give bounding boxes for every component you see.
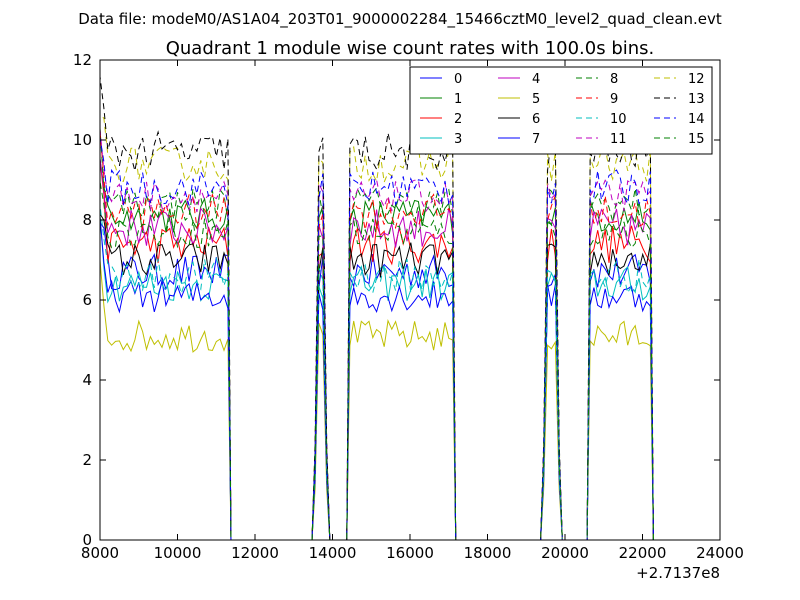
series-line-12 — [100, 113, 654, 540]
x-tick-label: 20000 — [541, 544, 589, 562]
legend-label-1: 1 — [454, 92, 462, 107]
legend-label-4: 4 — [532, 72, 540, 87]
x-tick-label: 16000 — [386, 544, 434, 562]
x-tick-label: 22000 — [619, 544, 667, 562]
legend-label-9: 9 — [610, 92, 618, 107]
series-line-8 — [100, 128, 654, 540]
y-tick-label: 12 — [73, 51, 92, 69]
series-line-14 — [100, 137, 654, 540]
legend-label-7: 7 — [532, 132, 540, 147]
x-tick-label: 10000 — [154, 544, 202, 562]
y-tick-label: 10 — [73, 131, 92, 149]
legend-label-15: 15 — [688, 132, 705, 147]
series-line-3 — [100, 214, 654, 540]
series-line-9 — [100, 130, 654, 540]
legend-label-10: 10 — [610, 112, 627, 127]
series-line-0 — [100, 221, 654, 540]
series-line-7 — [100, 217, 654, 540]
legend-label-2: 2 — [454, 112, 462, 127]
legend-label-6: 6 — [532, 112, 540, 127]
legend-label-8: 8 — [610, 72, 618, 87]
legend-label-11: 11 — [610, 132, 627, 147]
series-layer — [100, 76, 654, 540]
chart-suptitle: Data file: modeM0/AS1A04_203T01_90000022… — [78, 10, 722, 29]
x-axis: 8000 10000 12000 14000 16000 18000 20000 22000 2… — [81, 60, 744, 562]
series-line-1 — [100, 158, 654, 540]
legend-label-14: 14 — [688, 112, 705, 127]
y-tick-label: 6 — [82, 291, 92, 309]
x-axis-offset-label: +2.7137e8 — [636, 564, 720, 582]
series-line-10 — [100, 204, 654, 540]
x-tick-label: 18000 — [464, 544, 512, 562]
chart-title: Quadrant 1 module wise count rates with … — [166, 38, 655, 59]
y-tick-label: 2 — [82, 451, 92, 469]
legend-label-13: 13 — [688, 92, 705, 107]
y-tick-label: 8 — [82, 211, 92, 229]
legend-label-3: 3 — [454, 132, 462, 147]
x-tick-label: 8000 — [81, 544, 119, 562]
series-line-15 — [100, 181, 654, 540]
legend-label-0: 0 — [454, 72, 462, 87]
series-line-5 — [100, 260, 654, 540]
y-tick-label: 0 — [82, 531, 92, 549]
x-tick-label: 14000 — [309, 544, 357, 562]
y-tick-label: 4 — [82, 371, 92, 389]
series-line-11 — [100, 129, 654, 540]
series-line-6 — [100, 212, 654, 540]
series-line-2 — [100, 160, 654, 540]
legend-label-5: 5 — [532, 92, 540, 107]
legend-label-12: 12 — [688, 72, 705, 87]
x-tick-label: 24000 — [696, 544, 744, 562]
x-tick-label: 12000 — [231, 544, 279, 562]
